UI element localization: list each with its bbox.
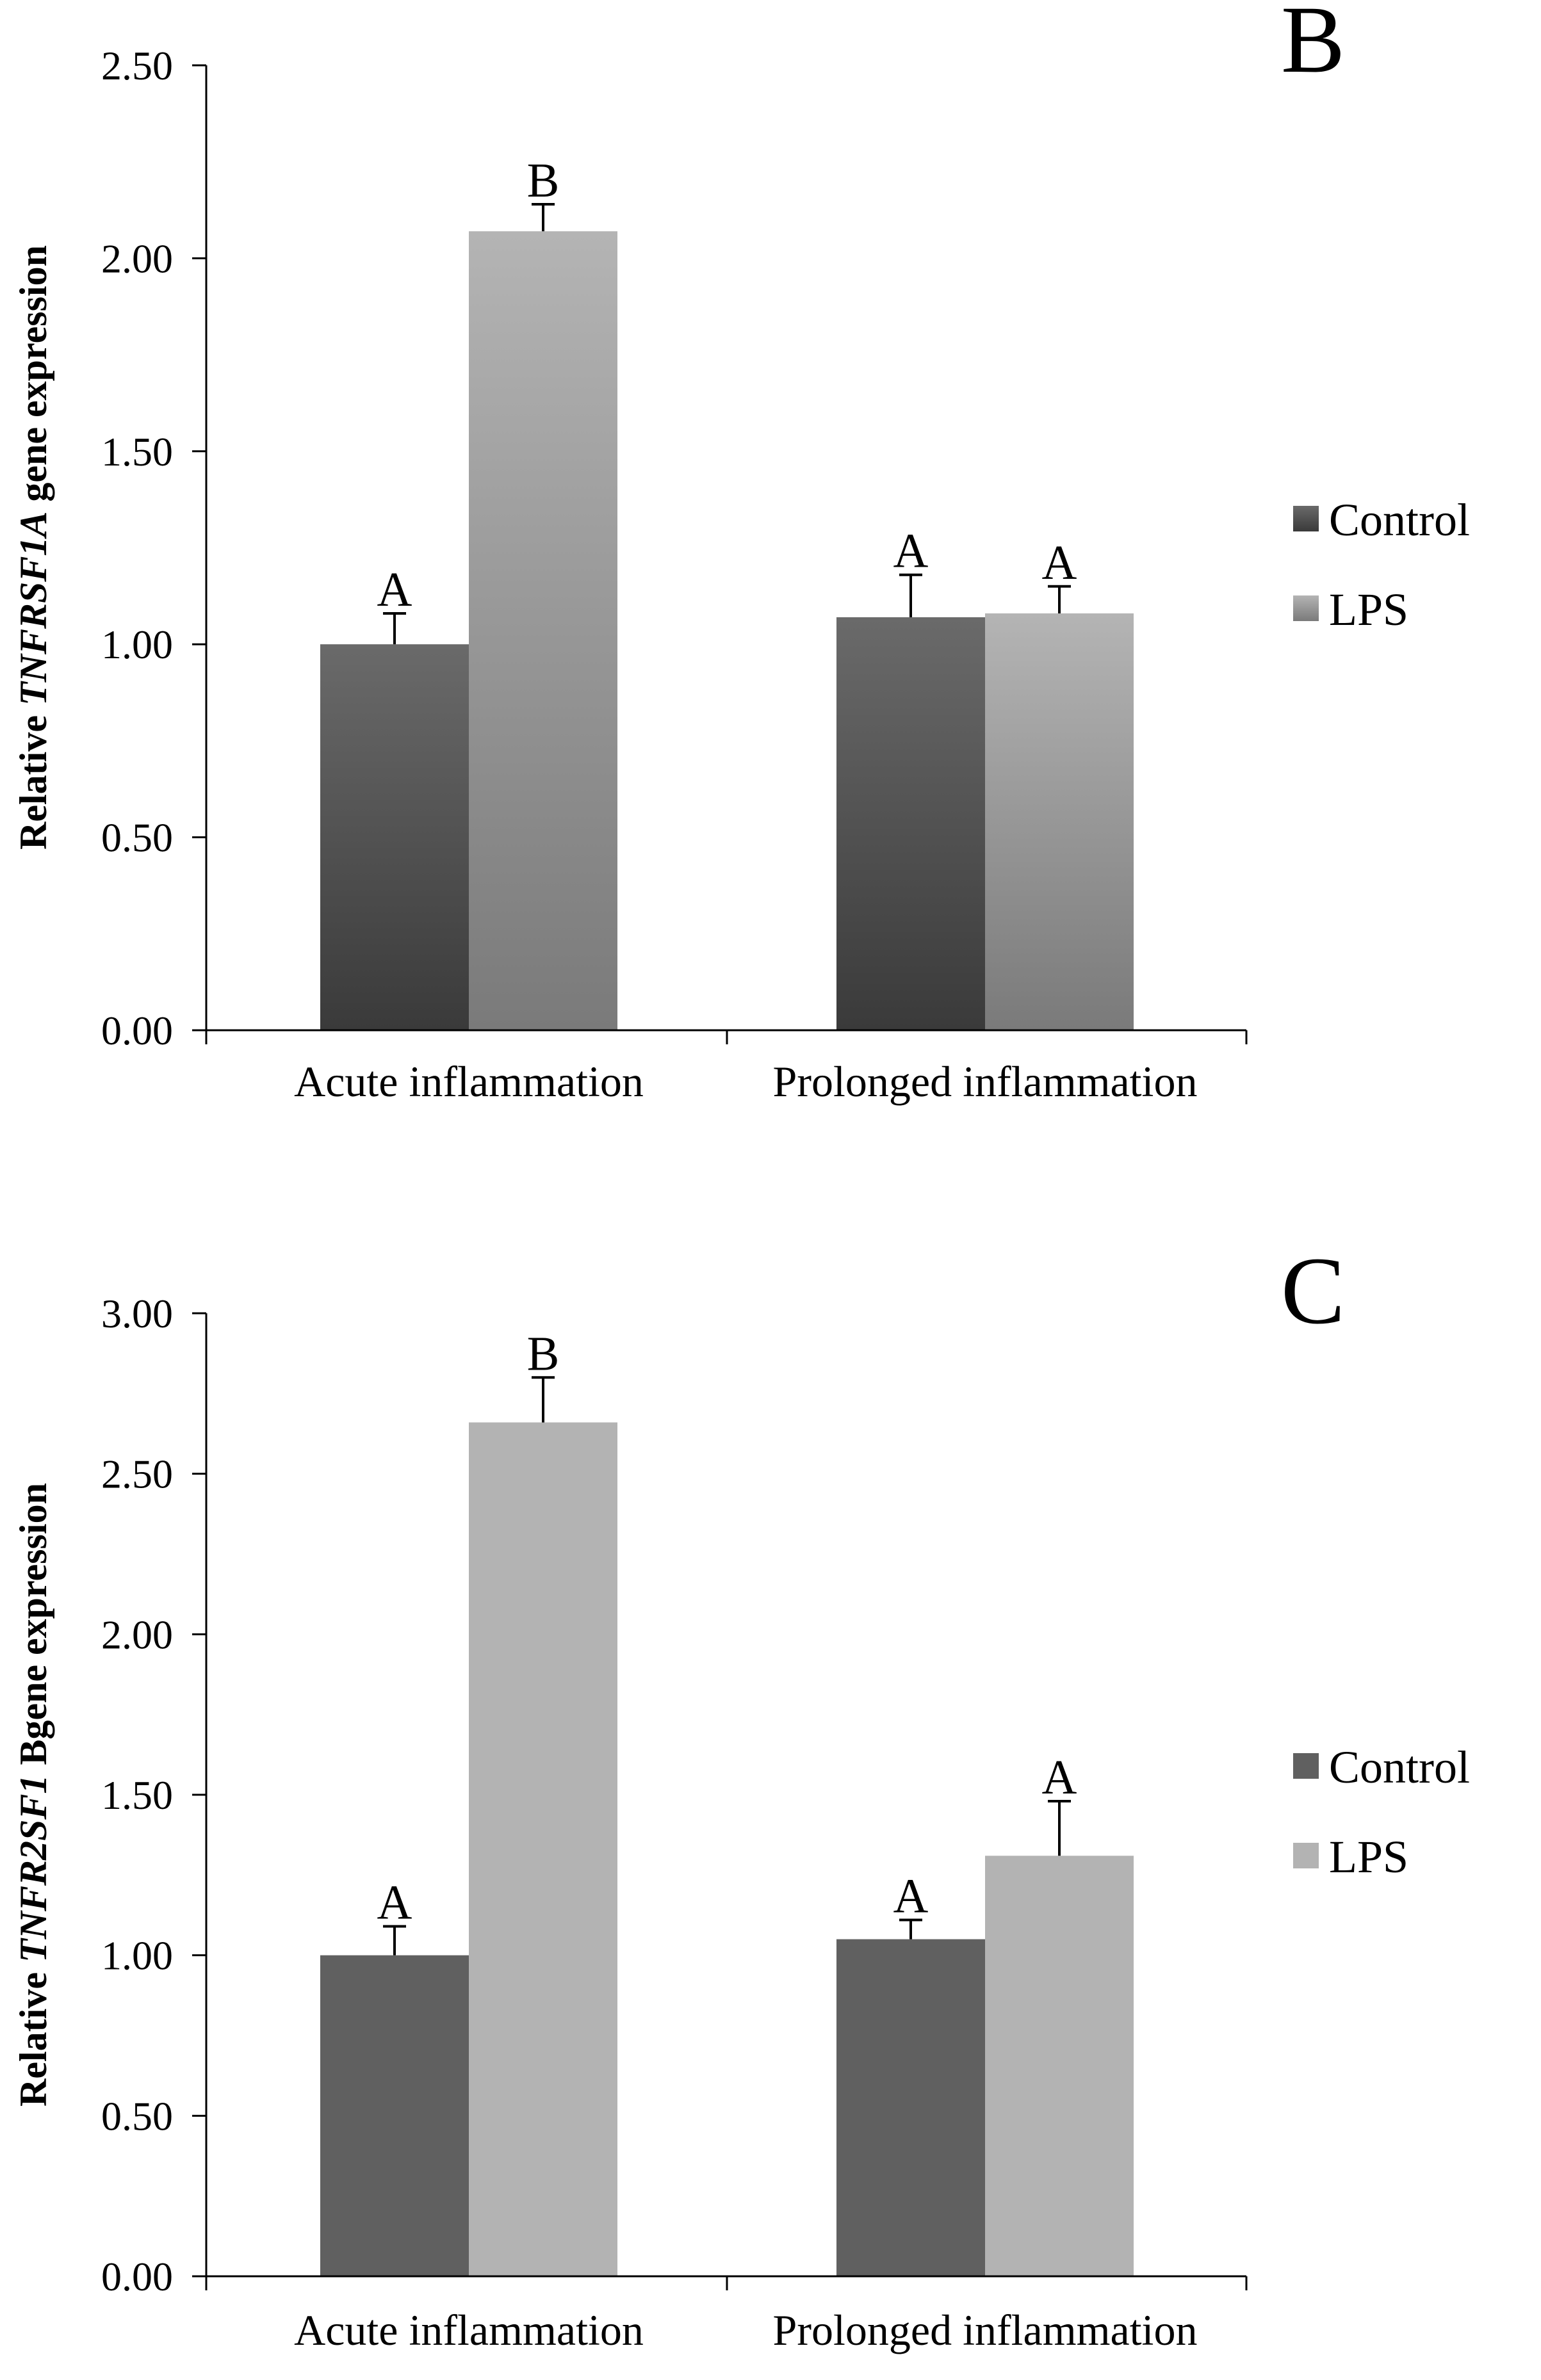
y-axis-label: Relative TNFR2SF1 Bgene expression [12, 1483, 54, 2107]
y-tick-label: 2.00 [101, 236, 173, 281]
y-tick-label: 2.50 [101, 1452, 173, 1497]
bar-control-0 [320, 644, 469, 1030]
y-tick-label: 1.00 [101, 622, 173, 667]
category-label: Acute inflammation [294, 2306, 644, 2354]
y-tick-label: 2.50 [101, 43, 173, 88]
legend-label-control: Control [1329, 1742, 1470, 1793]
bar-control-1 [836, 617, 985, 1030]
legend-swatch-lps [1293, 595, 1319, 621]
panel-label: C [1281, 1238, 1345, 1344]
y-tick-label: 0.50 [101, 815, 173, 861]
significance-label-lps-1: A [1042, 1751, 1077, 1804]
legend-swatch-lps [1293, 1843, 1319, 1868]
y-tick-label: 1.50 [101, 1772, 173, 1818]
legend-swatch-control [1293, 1753, 1319, 1779]
significance-label-lps-1: A [1042, 536, 1077, 590]
bar-control-0 [320, 1955, 469, 2276]
significance-label-control-0: A [377, 563, 412, 617]
y-tick-label: 1.00 [101, 1933, 173, 1979]
y-tick-label: 2.00 [101, 1612, 173, 1657]
legend-label-lps: LPS [1329, 584, 1408, 635]
legend-swatch-control [1293, 506, 1319, 531]
bar-lps-1 [985, 613, 1134, 1030]
legend-label-control: Control [1329, 494, 1470, 546]
y-tick-label: 1.50 [101, 429, 173, 474]
y-tick-label: 0.50 [101, 2093, 173, 2139]
bar-control-1 [836, 1939, 985, 2276]
legend-label-lps: LPS [1329, 1831, 1408, 1882]
significance-label-lps-0: B [527, 1327, 560, 1380]
y-axis-label: Relative TNFRSF1A gene expression [12, 245, 54, 850]
significance-label-control-1: A [893, 524, 929, 578]
category-label: Acute inflammation [294, 1057, 644, 1106]
chart-panel-B: A A B A 0.00 0.50 1.00 1.50 2.00 2.50 Acute inflam… [12, 0, 1470, 1106]
panel-label: B [1281, 0, 1345, 93]
significance-label-lps-0: B [527, 154, 560, 207]
chart-panel-C: A A B A 0.00 0.50 1.00 1.50 2.00 2.50 3.00 Acute in… [12, 1238, 1470, 2354]
category-label: Prolonged inflammation [773, 1057, 1198, 1106]
bar-lps-1 [985, 1856, 1134, 2276]
significance-label-control-0: A [377, 1876, 412, 1930]
category-label: Prolonged inflammation [773, 2306, 1198, 2354]
y-tick-label: 0.00 [101, 2254, 173, 2299]
y-tick-label: 0.00 [101, 1008, 173, 1053]
bar-lps-0 [469, 231, 617, 1031]
y-tick-label: 3.00 [101, 1291, 173, 1336]
bar-lps-0 [469, 1422, 617, 2276]
significance-label-control-1: A [893, 1870, 929, 1923]
